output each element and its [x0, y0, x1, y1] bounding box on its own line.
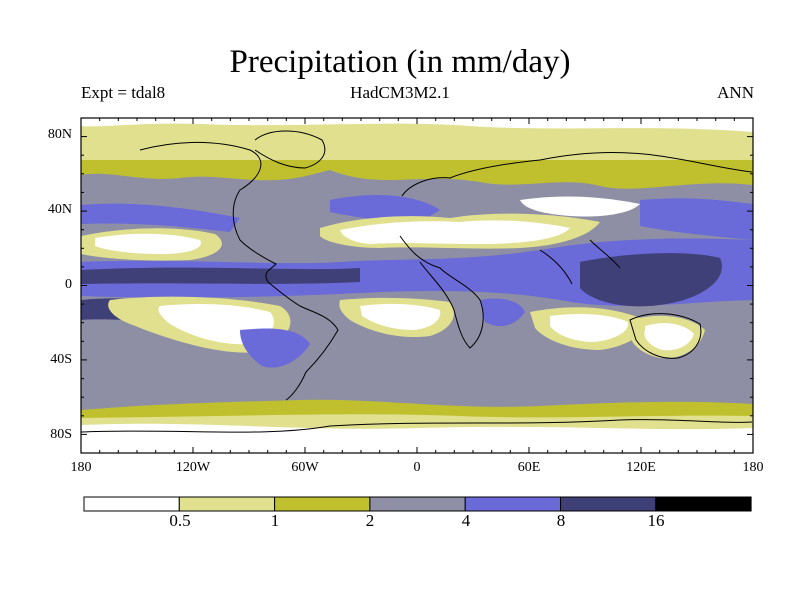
arctic-white	[81, 118, 753, 132]
colorbar-label-4: 4	[461, 511, 471, 530]
lon-label-180w: 180	[70, 460, 92, 475]
model-label: HadCM3M2.1	[350, 83, 450, 102]
lon-label-60w: 60W	[291, 460, 319, 475]
colorbar-swatch	[369, 496, 466, 512]
maritime-continent-core	[580, 253, 722, 307]
itcz-core-pacific	[81, 267, 360, 284]
lat-label-40s: 40S	[50, 352, 72, 367]
colorbar-swatch	[83, 496, 180, 512]
colorbar-swatch	[655, 496, 752, 512]
antarctic-white	[81, 423, 753, 453]
lon-label-0: 0	[413, 460, 421, 475]
lon-label-180e: 180	[742, 460, 764, 475]
lon-label-120w: 120W	[175, 460, 211, 475]
southern-olive	[81, 399, 753, 418]
lat-label-0: 0	[65, 277, 72, 292]
colorbar-label-1: 1	[270, 511, 280, 530]
lat-label-80n: 80N	[47, 127, 72, 142]
colorbar	[83, 496, 752, 512]
sahara-dry	[340, 220, 570, 244]
precip-field	[81, 118, 753, 453]
lat-label-40n: 40N	[47, 202, 72, 217]
gulf-stream-track	[330, 195, 440, 222]
colorbar-swatch	[178, 496, 276, 512]
central-asia-dry	[520, 196, 640, 217]
north-pacific-track	[81, 203, 240, 232]
north-olive-band	[81, 160, 753, 189]
lon-label-60e: 60E	[517, 460, 541, 475]
colorbar-label-2: 2	[365, 511, 375, 530]
colorbar-swatch	[560, 496, 657, 512]
south-africa-wet	[480, 298, 525, 327]
lat-label-80s: 80S	[50, 427, 72, 442]
colorbar-swatch	[464, 496, 562, 512]
colorbar-label-0-5: 0.5	[169, 511, 191, 530]
colorbar-label-8: 8	[556, 511, 566, 530]
map-title: Precipitation (in mm/day)	[229, 44, 571, 80]
south-america-wet	[240, 328, 310, 368]
south-atlantic-dry	[360, 303, 441, 330]
lon-label-120e: 120E	[626, 460, 656, 475]
experiment-label: Expt = tdal8	[81, 83, 166, 102]
lon-ticks	[80, 118, 754, 453]
australia-dry	[644, 323, 694, 351]
indian-ocean-dry	[550, 314, 629, 342]
kuroshio-track	[640, 198, 753, 240]
period-label: ANN	[717, 83, 754, 102]
coastlines	[81, 130, 753, 433]
colorbar-label-16: 16	[647, 511, 665, 530]
north-pacific-dry	[95, 233, 201, 254]
colorbar-swatch	[274, 496, 371, 512]
